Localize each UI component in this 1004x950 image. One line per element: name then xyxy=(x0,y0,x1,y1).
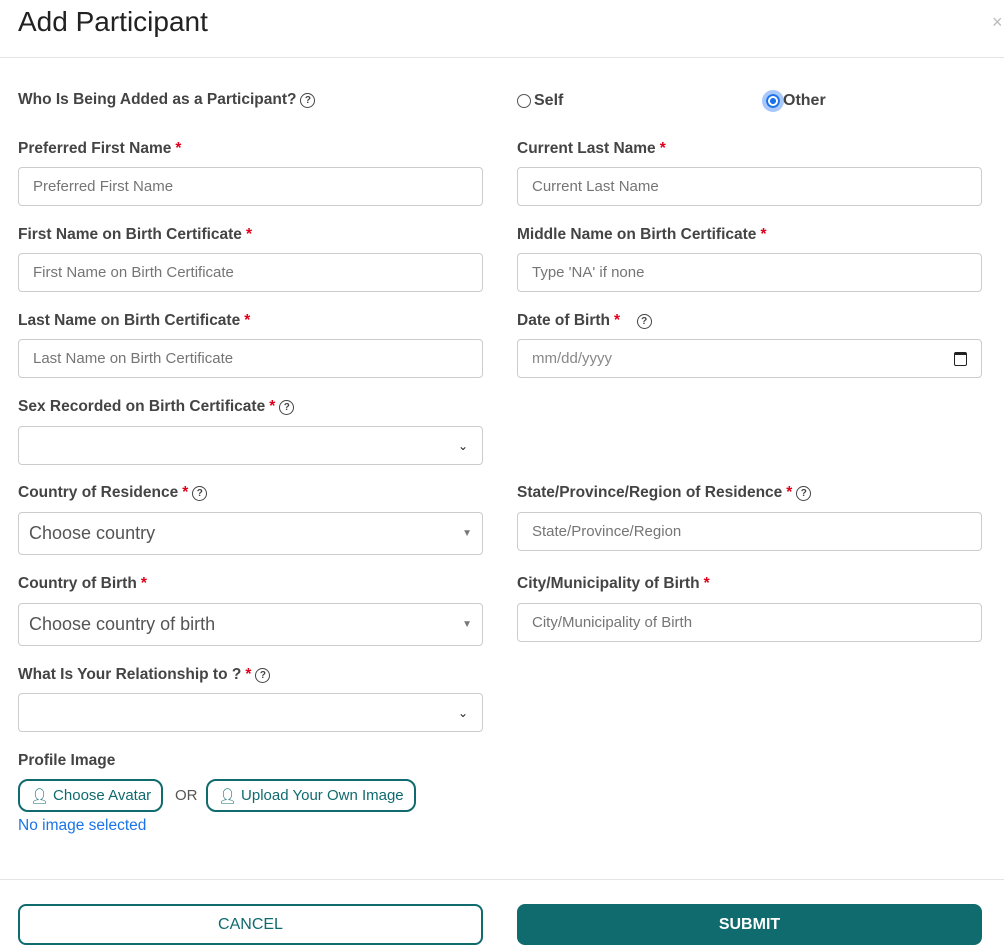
profile-image-label: Profile Image xyxy=(18,752,116,769)
label-text: What Is Your Relationship to ? xyxy=(18,666,242,683)
help-icon[interactable]: ? xyxy=(636,313,652,329)
required-mark: * xyxy=(786,484,793,501)
middle-birth-label: Middle Name on Birth Certificate * xyxy=(517,226,766,244)
calendar-icon[interactable] xyxy=(954,351,967,366)
required-mark: * xyxy=(245,666,252,683)
dialog-title: Add Participant xyxy=(18,6,208,37)
help-icon[interactable]: ? xyxy=(279,399,295,415)
required-mark: * xyxy=(175,140,182,157)
required-mark: * xyxy=(703,575,710,592)
label-text: Country of Residence xyxy=(18,484,179,501)
cancel-button[interactable]: CANCEL xyxy=(18,904,483,945)
user-icon: 👤︎ xyxy=(218,787,238,805)
caret-down-icon: ▼ xyxy=(462,619,472,630)
country-birth-label: Country of Birth * xyxy=(18,575,147,593)
required-mark: * xyxy=(760,226,767,243)
middle-birth-input[interactable] xyxy=(517,253,982,292)
city-birth-label: City/Municipality of Birth * xyxy=(517,575,710,593)
current-last-input[interactable] xyxy=(517,167,982,206)
label-text: City/Municipality of Birth xyxy=(517,575,700,592)
relationship-select[interactable]: ⌄ xyxy=(18,693,483,732)
label-text: Last Name on Birth Certificate xyxy=(18,312,241,329)
preferred-first-label: Preferred First Name * xyxy=(18,140,181,158)
dob-label: Date of Birth * ? xyxy=(517,312,652,330)
radio-other-label: Other xyxy=(783,92,826,109)
label-text: First Name on Birth Certificate xyxy=(18,226,242,243)
user-icon: 👤︎ xyxy=(30,787,50,805)
sex-label: Sex Recorded on Birth Certificate *? xyxy=(18,398,295,416)
state-res-label: State/Province/Region of Residence *? xyxy=(517,484,812,502)
close-icon[interactable]: × xyxy=(992,12,1003,32)
label-text: Current Last Name xyxy=(517,140,656,157)
relationship-label: What Is Your Relationship to ? *? xyxy=(18,666,271,684)
first-birth-input[interactable] xyxy=(18,253,483,292)
radio-circle-icon[interactable] xyxy=(517,94,531,108)
help-icon[interactable]: ? xyxy=(192,485,208,501)
radio-self[interactable]: Self xyxy=(517,92,563,110)
sex-select[interactable]: ⌄ xyxy=(18,426,483,465)
country-res-label: Country of Residence *? xyxy=(18,484,208,502)
chevron-down-icon: ⌄ xyxy=(457,438,468,453)
upload-image-label: Upload Your Own Image xyxy=(241,787,404,804)
last-birth-label: Last Name on Birth Certificate * xyxy=(18,312,250,330)
radio-checked-icon[interactable] xyxy=(762,90,784,112)
required-mark: * xyxy=(659,140,666,157)
first-birth-label: First Name on Birth Certificate * xyxy=(18,226,252,244)
radio-self-label: Self xyxy=(534,92,564,109)
country-birth-select[interactable]: Choose country of birth ▼ xyxy=(18,603,483,646)
help-icon[interactable]: ? xyxy=(300,92,316,108)
required-mark: * xyxy=(269,398,276,415)
upload-image-button[interactable]: 👤︎ Upload Your Own Image xyxy=(206,779,416,812)
country-birth-value: Choose country of birth xyxy=(29,614,216,634)
choose-avatar-label: Choose Avatar xyxy=(53,787,152,804)
submit-button[interactable]: SUBMIT xyxy=(517,904,982,945)
dob-placeholder: mm/dd/yyyy xyxy=(532,350,613,367)
country-res-value: Choose country xyxy=(29,523,156,543)
state-res-input[interactable] xyxy=(517,512,982,551)
caret-down-icon: ▼ xyxy=(462,528,472,539)
label-text: Sex Recorded on Birth Certificate xyxy=(18,398,266,415)
required-mark: * xyxy=(245,226,252,243)
help-icon[interactable]: ? xyxy=(255,667,271,683)
label-text: Middle Name on Birth Certificate xyxy=(517,226,757,243)
label-text: State/Province/Region of Residence xyxy=(517,484,783,501)
footer-divider xyxy=(0,879,1004,880)
city-birth-input[interactable] xyxy=(517,603,982,642)
required-mark: * xyxy=(182,484,189,501)
header-divider xyxy=(0,57,1004,58)
required-mark: * xyxy=(140,575,147,592)
radio-other[interactable]: Other xyxy=(762,90,826,112)
required-mark: * xyxy=(244,312,251,329)
current-last-label: Current Last Name * xyxy=(517,140,666,158)
label-text: Date of Birth xyxy=(517,312,610,329)
required-mark: * xyxy=(614,312,621,329)
label-text: Country of Birth xyxy=(18,575,137,592)
label-text: Preferred First Name xyxy=(18,140,172,157)
dob-input[interactable]: mm/dd/yyyy xyxy=(517,339,982,378)
last-birth-input[interactable] xyxy=(18,339,483,378)
help-icon[interactable]: ? xyxy=(796,485,812,501)
preferred-first-input[interactable] xyxy=(18,167,483,206)
who-label-text: Who Is Being Added as a Participant? xyxy=(18,91,297,108)
image-status: No image selected xyxy=(18,817,147,834)
or-text: OR xyxy=(175,787,198,804)
chevron-down-icon: ⌄ xyxy=(457,705,468,720)
who-label: Who Is Being Added as a Participant?? xyxy=(18,91,316,109)
country-res-select[interactable]: Choose country ▼ xyxy=(18,512,483,555)
choose-avatar-button[interactable]: 👤︎ Choose Avatar xyxy=(18,779,164,812)
